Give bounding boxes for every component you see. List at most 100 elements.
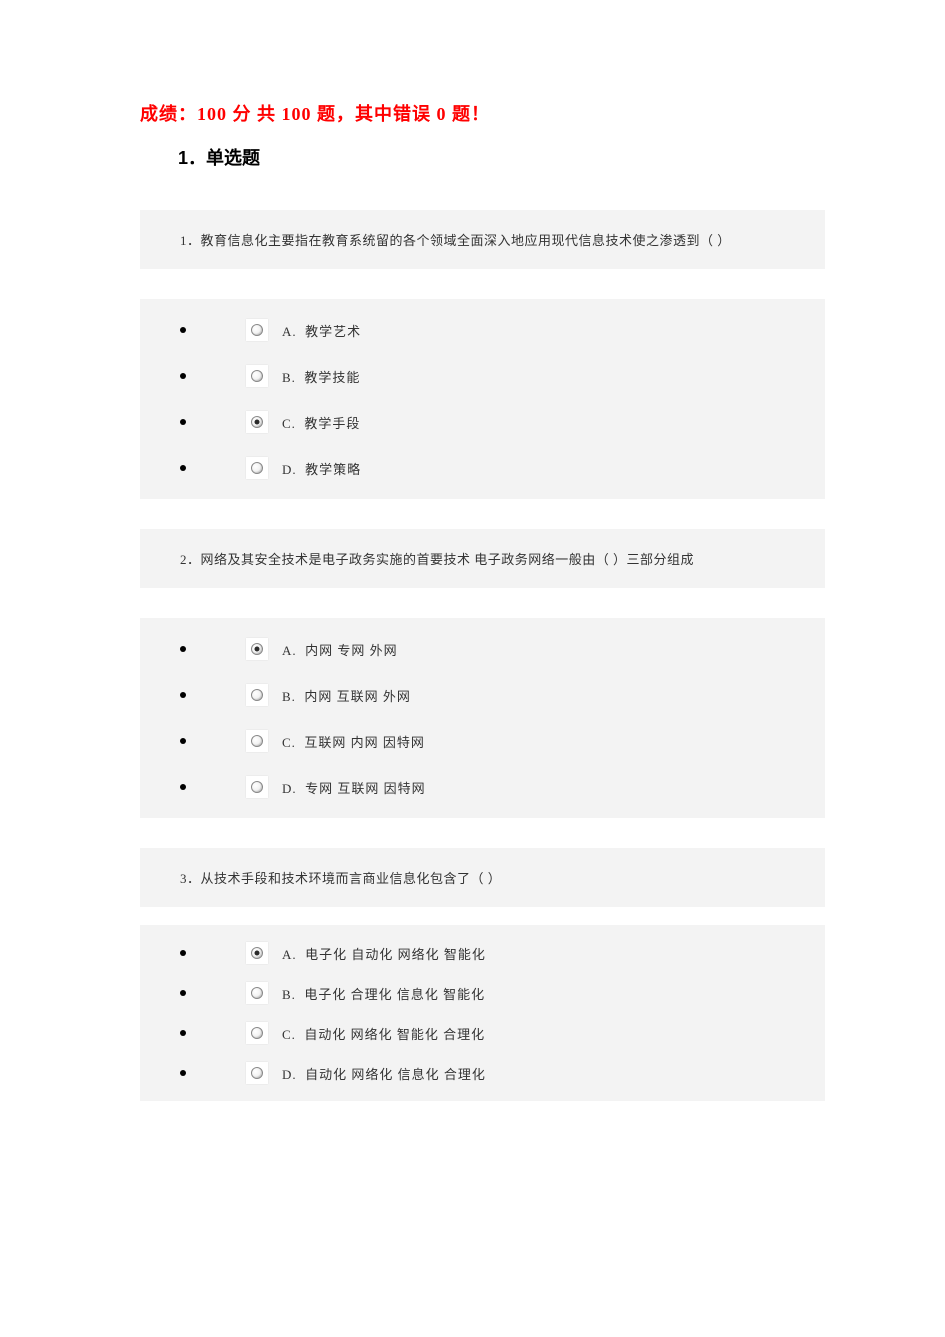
radio-wrap[interactable] (246, 684, 268, 706)
option-label: 电子化 自动化 网络化 智能化 (305, 947, 486, 962)
question-block-1: 1．教育信息化主要指在教育系统留的各个领域全面深入地应用现代信息技术使之渗透到（… (140, 210, 825, 499)
option-row[interactable]: D. 教学策略 (140, 445, 825, 491)
radio-icon (251, 370, 263, 382)
option-row[interactable]: A. 内网 专网 外网 (140, 626, 825, 672)
radio-icon (251, 735, 263, 747)
radio-wrap[interactable] (246, 1022, 268, 1044)
option-text: A. 教学艺术 (282, 321, 361, 340)
radio-wrap[interactable] (246, 776, 268, 798)
option-text: C. 互联网 内网 因特网 (282, 732, 425, 751)
option-letter: C. (282, 1027, 296, 1042)
radio-wrap[interactable] (246, 319, 268, 341)
radio-icon (251, 781, 263, 793)
options-list: A. 教学艺术 B. 教学技能 C. 教学手段 D. 教学策略 (140, 299, 825, 499)
option-letter: D. (282, 1067, 297, 1082)
bullet-icon (180, 1030, 186, 1036)
radio-icon (251, 689, 263, 701)
option-label: 教学策略 (305, 462, 361, 477)
option-label: 教学技能 (304, 370, 360, 385)
option-letter: D. (282, 462, 297, 477)
question-body: 网络及其安全技术是电子政务实施的首要技术 电子政务网络一般由（ ）三部分组成 (201, 552, 695, 567)
option-text: A. 内网 专网 外网 (282, 640, 398, 659)
option-letter: B. (282, 987, 296, 1002)
option-letter: A. (282, 324, 297, 339)
radio-icon (251, 462, 263, 474)
bullet-icon (180, 373, 186, 379)
bullet-icon (180, 327, 186, 333)
bullet-icon (180, 950, 186, 956)
bullet-icon (180, 692, 186, 698)
option-label: 电子化 合理化 信息化 智能化 (304, 987, 485, 1002)
radio-icon (251, 1067, 263, 1079)
bullet-icon (180, 784, 186, 790)
option-row[interactable]: A. 教学艺术 (140, 307, 825, 353)
question-text: 3．从技术手段和技术环境而言商业信息化包含了（ ） (140, 848, 825, 907)
option-label: 教学手段 (304, 416, 360, 431)
radio-wrap[interactable] (246, 365, 268, 387)
option-row[interactable]: B. 电子化 合理化 信息化 智能化 (140, 973, 825, 1013)
radio-icon (251, 1027, 263, 1039)
option-letter: A. (282, 947, 297, 962)
bullet-icon (180, 646, 186, 652)
option-row[interactable]: B. 内网 互联网 外网 (140, 672, 825, 718)
option-letter: D. (282, 781, 297, 796)
option-text: D. 教学策略 (282, 459, 361, 478)
question-body: 教育信息化主要指在教育系统留的各个领域全面深入地应用现代信息技术使之渗透到（ ） (201, 233, 731, 248)
option-text: C. 自动化 网络化 智能化 合理化 (282, 1024, 485, 1043)
option-label: 内网 专网 外网 (305, 643, 398, 658)
question-body: 从技术手段和技术环境而言商业信息化包含了（ ） (201, 871, 502, 886)
question-number: 3． (180, 871, 201, 886)
option-letter: B. (282, 689, 296, 704)
options-list: A. 内网 专网 外网 B. 内网 互联网 外网 C. 互联网 内网 因特网 D… (140, 618, 825, 818)
option-letter: A. (282, 643, 297, 658)
option-letter: C. (282, 416, 296, 431)
radio-icon-selected (251, 947, 263, 959)
radio-wrap[interactable] (246, 638, 268, 660)
option-row[interactable]: C. 自动化 网络化 智能化 合理化 (140, 1013, 825, 1053)
radio-wrap[interactable] (246, 1062, 268, 1084)
radio-wrap[interactable] (246, 942, 268, 964)
score-header: 成绩：100 分 共 100 题，其中错误 0 题！ (140, 100, 825, 126)
question-block-2: 2．网络及其安全技术是电子政务实施的首要技术 电子政务网络一般由（ ）三部分组成… (140, 529, 825, 818)
option-row[interactable]: C. 教学手段 (140, 399, 825, 445)
option-row[interactable]: D. 专网 互联网 因特网 (140, 764, 825, 810)
bullet-icon (180, 738, 186, 744)
radio-wrap[interactable] (246, 411, 268, 433)
option-label: 互联网 内网 因特网 (304, 735, 425, 750)
option-row[interactable]: A. 电子化 自动化 网络化 智能化 (140, 933, 825, 973)
option-label: 内网 互联网 外网 (304, 689, 411, 704)
option-text: D. 自动化 网络化 信息化 合理化 (282, 1064, 486, 1083)
option-text: B. 教学技能 (282, 367, 360, 386)
section-title: 1．单选题 (178, 144, 825, 170)
option-row[interactable]: B. 教学技能 (140, 353, 825, 399)
option-text: C. 教学手段 (282, 413, 360, 432)
question-block-3: 3．从技术手段和技术环境而言商业信息化包含了（ ） A. 电子化 自动化 网络化… (140, 848, 825, 1101)
bullet-icon (180, 419, 186, 425)
bullet-icon (180, 465, 186, 471)
option-label: 自动化 网络化 智能化 合理化 (304, 1027, 485, 1042)
option-label: 专网 互联网 因特网 (305, 781, 426, 796)
option-letter: C. (282, 735, 296, 750)
radio-wrap[interactable] (246, 457, 268, 479)
radio-wrap[interactable] (246, 982, 268, 1004)
option-text: B. 电子化 合理化 信息化 智能化 (282, 984, 485, 1003)
radio-icon (251, 324, 263, 336)
option-text: D. 专网 互联网 因特网 (282, 778, 426, 797)
options-list: A. 电子化 自动化 网络化 智能化 B. 电子化 合理化 信息化 智能化 C.… (140, 925, 825, 1101)
question-number: 1． (180, 233, 201, 248)
question-number: 2． (180, 552, 201, 567)
question-text: 1．教育信息化主要指在教育系统留的各个领域全面深入地应用现代信息技术使之渗透到（… (140, 210, 825, 269)
radio-icon (251, 987, 263, 999)
radio-wrap[interactable] (246, 730, 268, 752)
option-row[interactable]: C. 互联网 内网 因特网 (140, 718, 825, 764)
radio-icon-selected (251, 416, 263, 428)
option-row[interactable]: D. 自动化 网络化 信息化 合理化 (140, 1053, 825, 1093)
radio-icon-selected (251, 643, 263, 655)
option-label: 自动化 网络化 信息化 合理化 (305, 1067, 486, 1082)
bullet-icon (180, 1070, 186, 1076)
option-text: A. 电子化 自动化 网络化 智能化 (282, 944, 486, 963)
option-label: 教学艺术 (305, 324, 361, 339)
bullet-icon (180, 990, 186, 996)
question-text: 2．网络及其安全技术是电子政务实施的首要技术 电子政务网络一般由（ ）三部分组成 (140, 529, 825, 588)
option-letter: B. (282, 370, 296, 385)
